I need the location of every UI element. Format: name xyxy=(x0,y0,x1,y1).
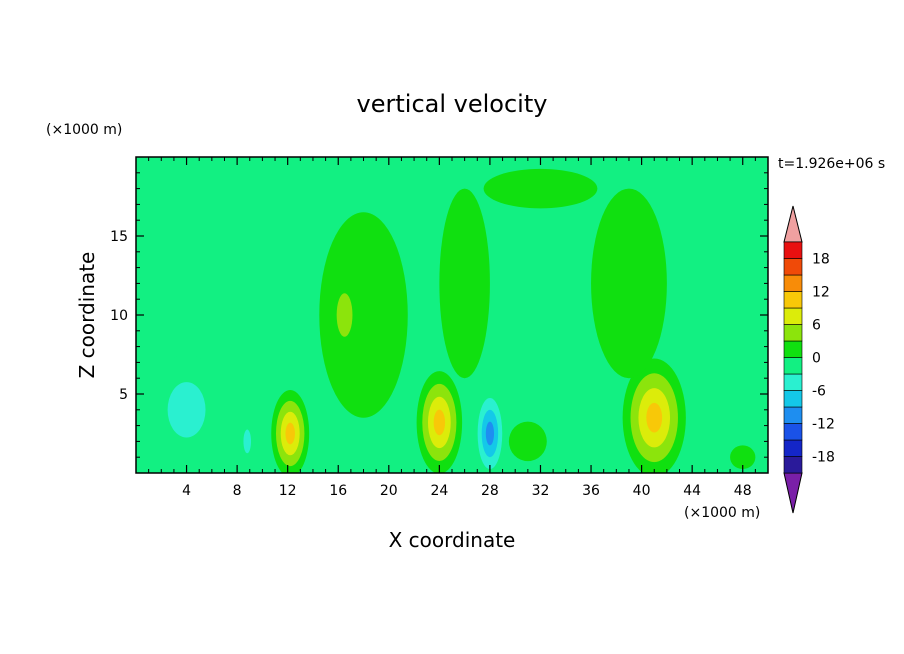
contour-feature xyxy=(591,188,667,379)
colorbar-band xyxy=(783,324,803,342)
colorbar-band xyxy=(783,456,803,474)
x-axis-title: X coordinate xyxy=(389,528,516,552)
colorbar-band xyxy=(783,423,803,441)
contour-feature xyxy=(483,168,598,209)
contour-feature xyxy=(439,188,490,379)
contour-band xyxy=(485,421,495,446)
colorbar-band xyxy=(783,307,803,325)
colorbar-band xyxy=(783,258,803,276)
x-axis: 4 8 12 16 20 24 28 32 36 40 44 48 xyxy=(148,157,756,499)
contour-band xyxy=(285,422,295,445)
contour-band xyxy=(167,382,206,438)
contour-feature xyxy=(328,271,361,359)
colorbar-label: -12 xyxy=(812,417,835,433)
colorbar-band xyxy=(783,390,803,408)
contour-feature xyxy=(622,358,686,473)
contour-band xyxy=(591,188,667,379)
colorbar-label: 6 xyxy=(812,318,821,334)
colorbar-band xyxy=(783,241,803,259)
contour-feature xyxy=(271,390,310,473)
colorbar-band xyxy=(783,357,803,375)
y-unit-label: (×1000 m) xyxy=(46,122,122,138)
plot-area xyxy=(136,157,768,473)
colorbar-band xyxy=(783,274,803,292)
contour-feature xyxy=(730,445,756,470)
chart-title: vertical velocity xyxy=(357,90,548,118)
x-unit-label: (×1000 m) xyxy=(684,505,760,521)
contour-band xyxy=(730,445,756,470)
contour-feature xyxy=(319,212,408,418)
colorbar-label: 0 xyxy=(812,351,821,367)
colorbar-label: 12 xyxy=(812,285,830,301)
colorbar-label: -18 xyxy=(812,450,835,466)
time-label: t=1.926e+06 s xyxy=(778,156,885,172)
x-tick-label: 16 xyxy=(329,483,347,499)
x-tick-label: 12 xyxy=(279,483,297,499)
colorbar-label: 18 xyxy=(812,252,830,268)
contour-band xyxy=(243,429,252,454)
colorbar-label: -6 xyxy=(812,384,826,400)
colorbar-max-arrow xyxy=(783,205,803,243)
contour-band xyxy=(483,168,598,209)
x-tick-label: 4 xyxy=(182,483,191,499)
contour-band xyxy=(336,293,353,337)
x-tick-label: 44 xyxy=(683,483,701,499)
contour-feature xyxy=(416,371,463,473)
x-tick-label: 8 xyxy=(233,483,242,499)
y-tick-label: 10 xyxy=(110,308,128,324)
contour-band xyxy=(439,188,490,379)
contour-feature xyxy=(148,354,225,466)
x-tick-label: 48 xyxy=(734,483,752,499)
x-tick-label: 32 xyxy=(532,483,550,499)
y-axis: 5 10 15 xyxy=(110,172,768,458)
contour-band xyxy=(433,409,446,436)
colorbar-band xyxy=(783,291,803,309)
x-tick-label: 40 xyxy=(633,483,651,499)
y-axis-title: Z coordinate xyxy=(75,252,99,379)
contour-band xyxy=(319,212,408,418)
colorbar-band xyxy=(783,373,803,391)
x-tick-label: 20 xyxy=(380,483,398,499)
x-tick-label: 36 xyxy=(582,483,600,499)
contour-feature xyxy=(239,417,255,466)
colorbar-band xyxy=(783,439,803,457)
y-tick-label: 15 xyxy=(110,229,128,245)
contour-feature xyxy=(508,421,547,462)
colorbar-min-arrow xyxy=(783,472,803,514)
contour-feature xyxy=(473,386,507,473)
contour-band xyxy=(646,402,663,433)
contour-field xyxy=(148,168,756,473)
colorbar-band xyxy=(783,406,803,424)
x-tick-label: 28 xyxy=(481,483,499,499)
x-tick-label: 24 xyxy=(430,483,448,499)
colorbar-band xyxy=(783,340,803,358)
y-tick-label: 5 xyxy=(119,387,128,403)
contour-band xyxy=(508,421,547,462)
colorbar: -18 -12 -6 0 6 12 18 xyxy=(783,205,835,514)
